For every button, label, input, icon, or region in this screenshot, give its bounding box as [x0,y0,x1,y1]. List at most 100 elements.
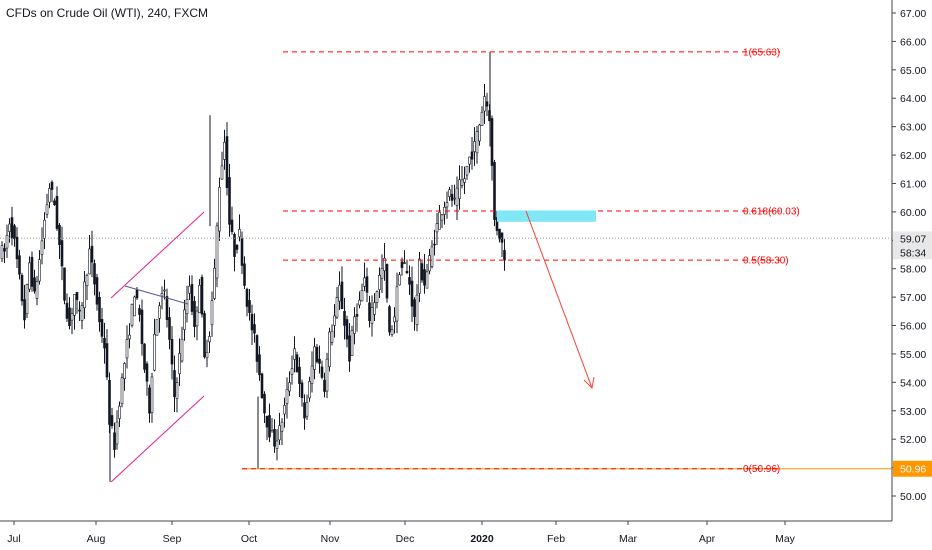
candle-body [238,229,241,238]
candle-body [125,339,129,359]
candle-body [240,238,244,266]
candle-body [135,289,139,299]
supply-zone[interactable] [497,210,596,222]
candle-body [503,250,506,261]
candle-body [375,291,379,303]
candle-body [20,274,24,302]
candle-body [338,284,341,302]
candle-body [230,219,234,232]
candle-body [158,305,161,319]
candle-body [78,309,81,312]
x-tick-label: May [775,533,796,545]
candle-body [153,334,156,371]
candle-body [248,300,251,313]
candle-body [38,259,41,282]
candle-body [305,402,309,417]
candle-body [173,370,176,398]
candle-body [413,299,416,317]
candle-body [183,309,186,330]
candle-body [85,275,89,287]
y-tick-label: 60.00 [900,207,926,219]
candle-body [440,214,444,221]
candle-body [148,387,151,414]
y-tick-label: 64.00 [900,93,926,105]
candle-body [250,313,254,331]
y-tick-label: 66.00 [900,36,926,48]
last-price-badge [893,231,932,260]
candle-body [15,236,19,260]
candle-body [275,440,279,449]
candle-body [190,284,194,312]
candle-body [143,343,146,370]
candle-body [133,296,136,317]
candle-body [430,246,434,267]
candle-body [168,317,171,340]
candle-body [73,294,76,316]
candle-body [448,189,451,197]
candle-body [10,217,14,239]
candle-body [130,303,134,326]
candle-body [13,225,16,240]
candle-body [453,197,456,200]
candle-body [445,202,449,208]
low-price-label: 50.96 [900,464,926,476]
candle-body [313,346,316,370]
candle-body [178,353,181,375]
candle-body [65,302,69,319]
trend-line[interactable] [124,285,189,305]
candle-body [335,297,339,318]
fib-level-label: 1(65.63) [743,47,780,58]
candle-body [298,366,301,384]
candle-body [193,301,196,327]
candle-body [90,245,94,263]
candle-body [155,319,159,336]
channel-upper-line[interactable] [110,211,205,299]
last-price-label: 59.07 [900,233,926,245]
candle-body [118,405,121,419]
candle-body [195,310,199,327]
candle-body [270,430,274,433]
candle-body [393,316,396,323]
candle-body [205,351,209,359]
y-tick-label: 57.00 [900,292,926,304]
candle-body [163,289,166,292]
candle-body [40,240,44,255]
candle-body [498,228,501,240]
candle-body [70,313,74,321]
candle-body [435,223,439,233]
candle-body [210,300,214,326]
candle-body [48,188,51,203]
candle-body [370,307,374,324]
price-axis[interactable] [892,0,932,550]
candle-body [283,405,286,415]
channel-lower-line[interactable] [110,395,205,483]
candle-body [310,365,314,384]
candle-body [465,165,469,176]
candle-body [50,181,54,190]
y-tick-label: 56.00 [900,321,926,333]
candle-body [330,330,334,343]
candle-body [390,329,394,335]
y-tick-label: 63.00 [900,122,926,134]
candle-body [468,156,471,165]
y-tick-label: 58.00 [900,264,926,276]
candle-body [395,286,399,322]
candle-body [60,240,64,267]
candle-body [490,118,494,166]
candle-body [345,319,349,340]
y-tick-label: 52.00 [900,434,926,446]
candle-body [25,284,29,315]
candle-body [340,281,344,309]
candle-body [428,255,431,272]
candle-body [343,310,346,326]
candle-body [43,219,46,239]
projection-arrow[interactable] [525,210,593,389]
candle-body [18,255,21,275]
candle-body [353,316,356,334]
x-tick-label: Apr [699,533,716,545]
candle-body [320,366,324,378]
candle-body [383,258,386,271]
candle-body [388,306,391,333]
